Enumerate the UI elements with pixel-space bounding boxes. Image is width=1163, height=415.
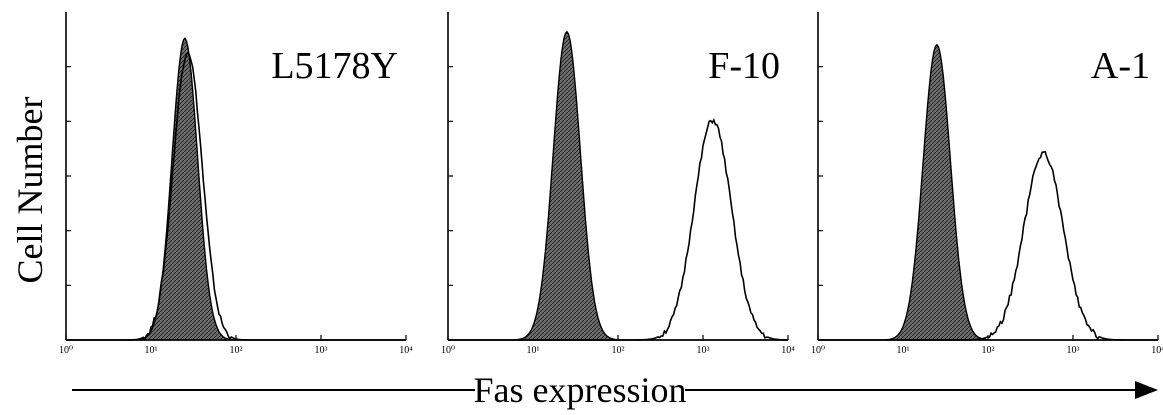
x-tick-label: 10² <box>982 345 995 356</box>
fas-histogram-outline <box>448 117 789 341</box>
x-tick-label: 10¹ <box>145 345 158 356</box>
control-histogram-shaded <box>818 43 1158 341</box>
x-axis-title: Fas expression <box>474 370 687 410</box>
x-tick-label: 10² <box>612 345 625 356</box>
x-tick-label: 10⁴ <box>781 345 795 356</box>
x-tick-label: 10⁰ <box>811 345 825 356</box>
x-tick-label: 10³ <box>697 345 710 356</box>
fas-histogram-outline <box>818 150 1158 341</box>
panel-title: L5178Y <box>271 45 398 87</box>
x-tick-label: 10⁴ <box>399 345 413 356</box>
panel-title: F-10 <box>708 45 780 87</box>
y-axis-title: Cell Number <box>10 97 50 284</box>
fas-histogram-outline <box>66 52 406 341</box>
x-tick-label: 10⁴ <box>1151 345 1163 356</box>
x-tick-label: 10² <box>230 345 243 356</box>
x-tick-label: 10¹ <box>527 345 540 356</box>
x-tick-label: 10³ <box>1067 345 1080 356</box>
x-tick-label: 10⁰ <box>59 345 73 356</box>
x-tick-label: 10³ <box>315 345 328 356</box>
panel-title: A-1 <box>1091 45 1150 87</box>
x-axis-arrow <box>72 381 1158 399</box>
histogram-panel-a1: 10⁰ 10¹ 10² 10³ 10⁴ A-1 <box>811 12 1163 356</box>
histogram-panel-f10: 10⁰ 10¹ 10² 10³ 10⁴ F-10 <box>441 12 795 356</box>
x-tick-label: 10⁰ <box>441 345 455 356</box>
x-tick-label: 10¹ <box>897 345 910 356</box>
histogram-panel-l5178y: 10⁰ 10¹ 10² 10³ 10⁴ L5178Y <box>59 12 413 356</box>
